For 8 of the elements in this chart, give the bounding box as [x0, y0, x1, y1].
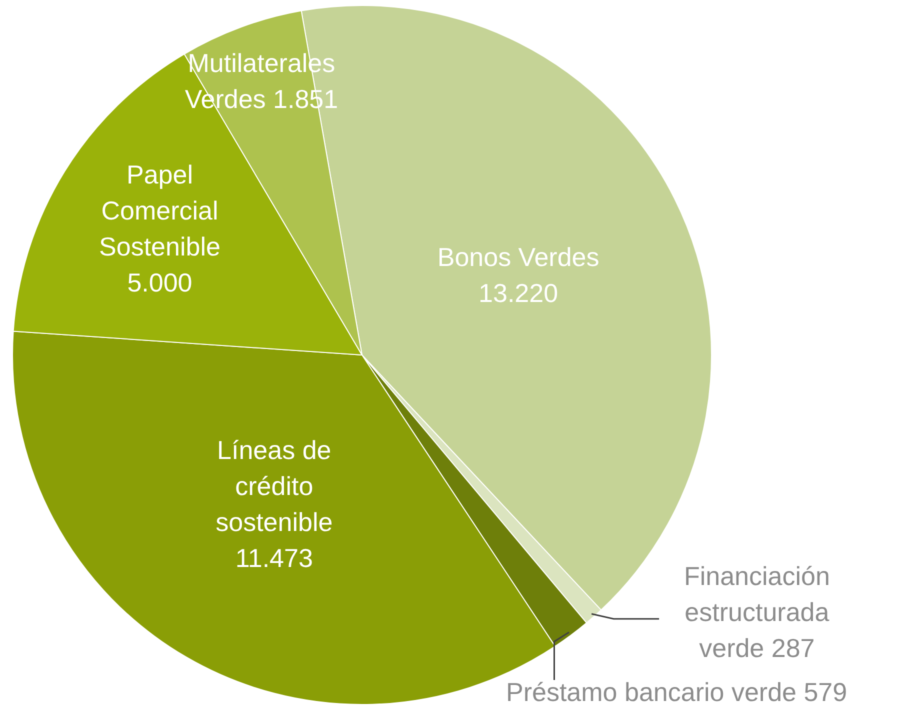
slice-label: Financiación estructurada verde 287: [684, 560, 830, 663]
data-label: 5.000: [127, 267, 192, 298]
data-label: 13.220: [478, 278, 558, 308]
slice-label: Préstamo bancario verde 579: [506, 677, 848, 708]
slice-label: Líneas de crédito sostenible: [216, 435, 333, 538]
slice-label: Bonos Verdes: [437, 242, 600, 272]
data-label: 11.473: [235, 543, 313, 574]
slice-label: Papel Comercial Sostenible: [99, 159, 220, 262]
